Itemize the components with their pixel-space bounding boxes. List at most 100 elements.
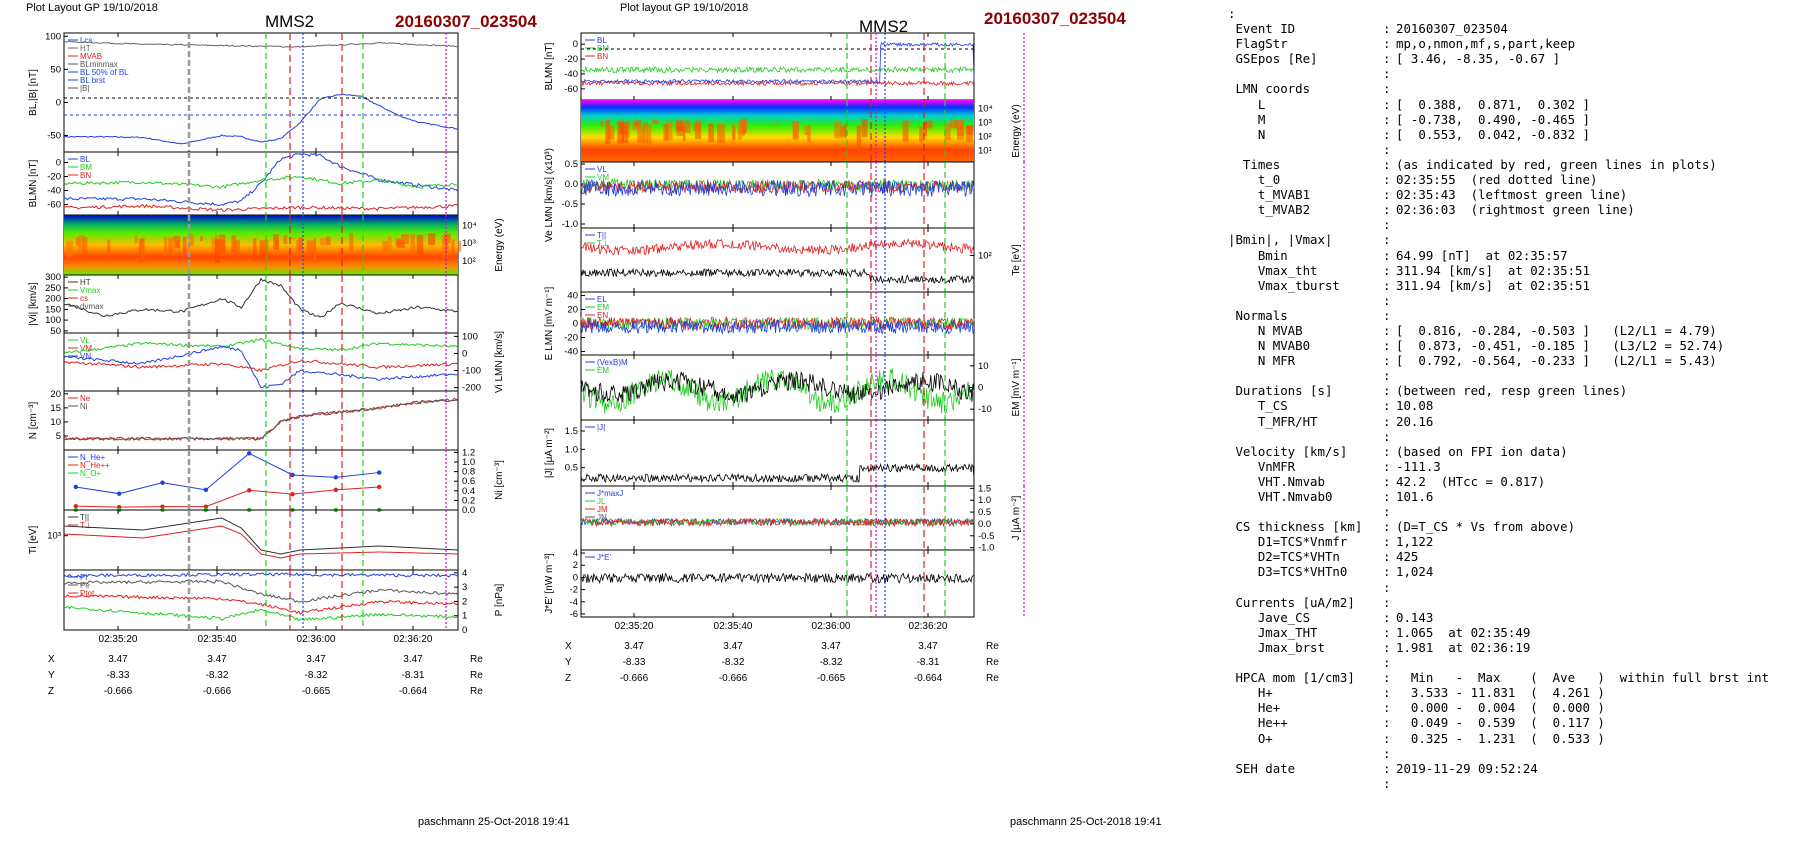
info-key: Event ID [1228,21,1296,37]
panel-frame [580,485,975,551]
tick-label: -200 [462,383,481,394]
series-line [580,572,975,584]
legend-label: dvmax [80,302,104,311]
info-key: LMN coords [1228,81,1311,97]
series-line [63,277,459,318]
info-row: Bmin:64.99 [nT] at 02:35:57 [1228,248,1769,263]
tick-label: 1.2 [462,447,475,458]
series-line [75,452,380,495]
legend-label: Vmax [80,286,100,295]
legend-label: JM [597,505,608,514]
ephem-label: Y [48,670,55,681]
info-key: N MVAB [1228,322,1303,338]
series-line [580,41,975,84]
right-event-title: 20160307_023504 [984,9,1126,28]
tick-label: 10 [50,417,61,428]
tick-label: -40 [47,186,61,197]
tick-label: 0.0 [978,519,991,530]
left-event-title: 20160307_023504 [395,12,537,31]
info-separator: : [1383,775,1391,791]
info-value: 1,024 [1396,564,1434,580]
axis-label: Energy (eV) [494,218,505,271]
axis-label: E LMN [mV m⁻¹] [544,286,555,360]
info-separator: : [1383,428,1391,444]
info-value: 02:35:55 (red dotted line) [1396,172,1598,188]
info-separator: : [1383,187,1391,203]
tick-label: 300 [45,272,61,283]
tick-label: 1.0 [462,457,475,468]
info-key: Times [1228,156,1281,172]
spectrogram-cell [902,120,909,142]
legend-label: HT [80,44,91,53]
right-ephemeris-table: X 3.47 3.47 3.47 3.47 Re Y -8.33 -8.32 -8.32 -8.31… [565,641,999,684]
axis-label: Vi LMN [km/s] [494,331,505,393]
info-row: D3=TCS*VHTn0:1,024 [1228,564,1769,579]
info-separator: : [1383,141,1391,157]
info-value: 1,122 [1396,534,1434,550]
info-key: N MVAB0 [1228,338,1311,354]
spectrogram-cell [617,120,625,144]
series-line [63,594,459,615]
info-row: : [1228,580,1769,595]
spectrogram-cell [665,121,673,141]
ephem-label: X [48,654,55,665]
tick-label: -50 [47,130,61,141]
spectrogram-cell [732,126,736,140]
legend-label: T⊥ [80,521,92,530]
tick-label: 20 [567,305,578,316]
spectrogram-cell [742,118,748,133]
spectrogram-cell [235,240,241,258]
info-separator: : [1383,473,1391,489]
info-row: Velocity [km/s]: (based on FPI ion data) [1228,444,1769,459]
tick-label: 10³ [978,118,992,129]
legend-label: T|| [597,231,606,240]
tick-label: 0.5 [978,507,991,518]
info-separator: : [1383,443,1391,459]
spectrogram-cell [189,233,195,246]
spectrogram-cell [775,121,779,126]
info-row: HPCA mom [1/cm3]: Min - Max ( Ave ) with… [1228,670,1769,685]
spectrogram-cell [652,119,659,124]
spectrogram-cell [737,123,742,140]
info-row: : [1228,293,1769,308]
info-value: [ 0.873, -0.451, -0.185 ] (L3/L2 = 52.74… [1396,338,1725,354]
panel-frame [580,227,975,293]
info-separator: : [1383,519,1391,535]
spectrogram-cell [428,233,436,246]
info-separator: : [1383,66,1391,82]
series-line [580,238,975,256]
series-line [580,80,975,87]
panel-frame [63,509,459,571]
spectrogram-cell [637,126,644,143]
info-separator: : [1383,322,1391,338]
info-value: 02:35:43 (leftmost green line) [1396,187,1628,203]
tick-label: 0 [978,383,983,394]
spectrogram-cell [182,236,187,256]
ephem-value: -8.33 [107,670,130,681]
spectrogram-cell [792,122,797,140]
spectrogram-cell [107,239,111,262]
info-row: : [1228,746,1769,761]
tick-label: 0 [573,319,578,330]
series-line [63,579,459,603]
ephem-value: 3.47 [821,641,841,652]
tick-label: 0.4 [462,486,475,497]
panel-right-VexB: EM [mV m⁻¹] 10 0 -10 (VexB)MEM [580,354,1025,421]
info-separator: : [1383,51,1391,67]
tick-label: 10 [978,361,989,372]
spectrogram-cell [214,239,221,263]
info-key: He++ [1228,715,1288,731]
info-key [1228,504,1383,519]
legend-label: BL brst [80,76,106,85]
right-time-tick: 02:35:40 [714,621,753,632]
info-value: 2019-11-29 09:52:24 [1396,760,1538,776]
tick-label: 0.8 [462,467,475,478]
ephem-value: -8.31 [402,670,425,681]
spectrogram-cell [259,240,266,261]
legend-label: JL [597,497,606,506]
tick-label: 0.5 [565,463,578,474]
tick-label: 0.6 [462,476,475,487]
info-key [1228,142,1383,157]
legend-label: Pe [80,581,90,590]
spectrogram-cell [607,125,615,140]
